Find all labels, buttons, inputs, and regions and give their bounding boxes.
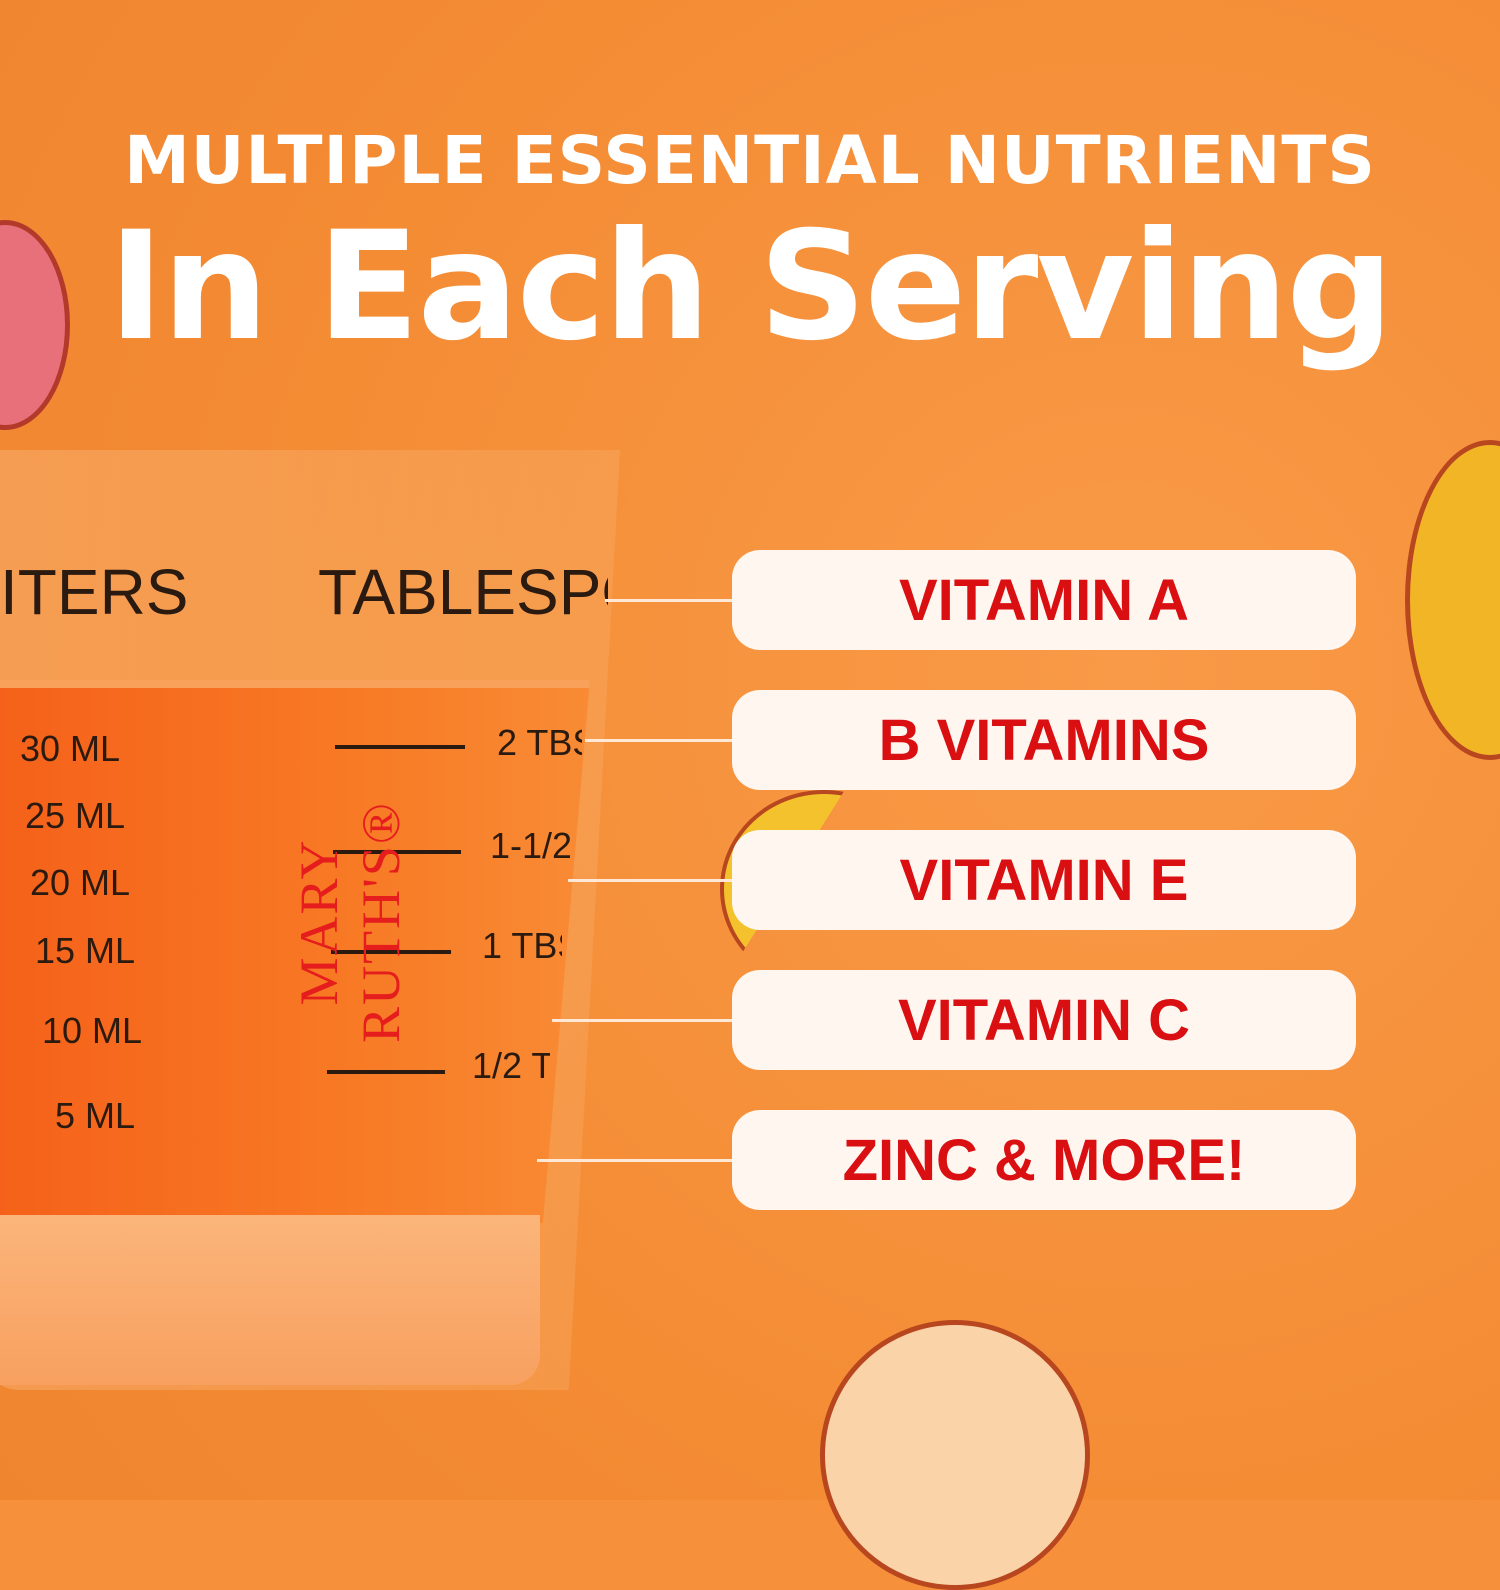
headline-title: In Each Serving (108, 200, 1394, 374)
glass-header-tablespoons: TABLESPOO (318, 556, 608, 628)
connector-line (537, 1159, 732, 1162)
ml-mark: 15 ML (35, 930, 136, 971)
tick-line (333, 850, 461, 854)
nutrient-pill-b-vitamins: B VITAMINS (732, 690, 1356, 790)
glass-base (0, 1215, 540, 1385)
ml-mark: 30 ML (20, 728, 121, 769)
nutrient-pill-zinc-more: ZINC & MORE! (732, 1110, 1356, 1210)
connector-line (605, 599, 732, 602)
nutrient-pill-vitamin-e: VITAMIN E (732, 830, 1356, 930)
tick-line (335, 745, 465, 749)
ml-mark: 25 ML (25, 795, 126, 836)
tick-line (331, 950, 451, 954)
tbsp-mark: 2 TBSP (497, 722, 582, 763)
tbsp-mark: 1-1/2 TB (490, 825, 570, 866)
tbsp-mark: 1/2 TBS (472, 1045, 550, 1086)
tbsp-mark: 1 TBSP (482, 925, 562, 966)
nutrient-pill-vitamin-a: VITAMIN A (732, 550, 1356, 650)
connector-line (552, 1019, 732, 1022)
tick-line (327, 1070, 445, 1074)
glass-header-milliliters: ITERS (0, 556, 189, 628)
juice-liquid (0, 680, 590, 1223)
ml-mark: 5 ML (55, 1095, 136, 1136)
ml-mark: 20 ML (30, 862, 131, 903)
connector-line (585, 739, 732, 742)
nutrient-pill-vitamin-c: VITAMIN C (732, 970, 1356, 1070)
brand-logo: MARY RUTH'S® (289, 801, 411, 1043)
connector-line (568, 879, 732, 882)
ml-mark: 10 ML (42, 1010, 143, 1051)
orange-segment-illustration (820, 1320, 1090, 1590)
headline-subtitle: MULTIPLE ESSENTIAL NUTRIENTS (124, 122, 1376, 199)
